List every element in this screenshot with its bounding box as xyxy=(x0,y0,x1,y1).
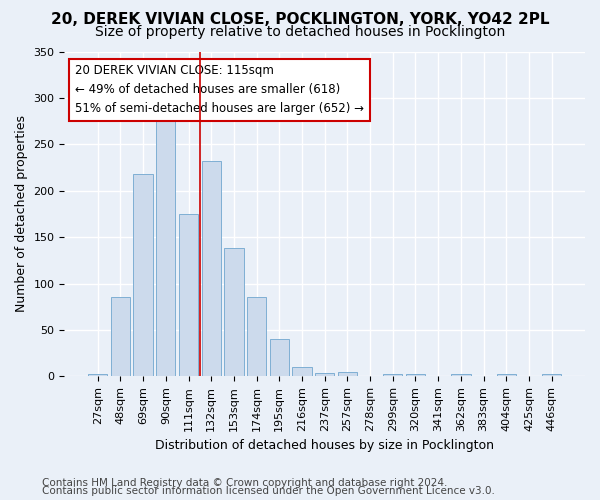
Bar xyxy=(111,296,130,376)
Bar xyxy=(292,367,311,376)
Bar xyxy=(247,298,266,376)
Bar xyxy=(542,374,562,376)
Bar xyxy=(497,374,516,376)
Bar xyxy=(315,372,334,376)
X-axis label: Distribution of detached houses by size in Pocklington: Distribution of detached houses by size … xyxy=(155,440,494,452)
Bar xyxy=(179,214,198,376)
Text: 20 DEREK VIVIAN CLOSE: 115sqm
← 49% of detached houses are smaller (618)
51% of : 20 DEREK VIVIAN CLOSE: 115sqm ← 49% of d… xyxy=(75,64,364,116)
Bar xyxy=(202,161,221,376)
Bar xyxy=(156,114,175,376)
Bar xyxy=(88,374,107,376)
Bar xyxy=(406,374,425,376)
Bar xyxy=(383,374,403,376)
Y-axis label: Number of detached properties: Number of detached properties xyxy=(15,116,28,312)
Bar xyxy=(133,174,153,376)
Text: 20, DEREK VIVIAN CLOSE, POCKLINGTON, YORK, YO42 2PL: 20, DEREK VIVIAN CLOSE, POCKLINGTON, YOR… xyxy=(51,12,549,28)
Text: Size of property relative to detached houses in Pocklington: Size of property relative to detached ho… xyxy=(95,25,505,39)
Bar xyxy=(269,339,289,376)
Bar xyxy=(338,372,357,376)
Text: Contains HM Land Registry data © Crown copyright and database right 2024.: Contains HM Land Registry data © Crown c… xyxy=(42,478,448,488)
Text: Contains public sector information licensed under the Open Government Licence v3: Contains public sector information licen… xyxy=(42,486,495,496)
Bar xyxy=(451,374,470,376)
Bar xyxy=(224,248,244,376)
